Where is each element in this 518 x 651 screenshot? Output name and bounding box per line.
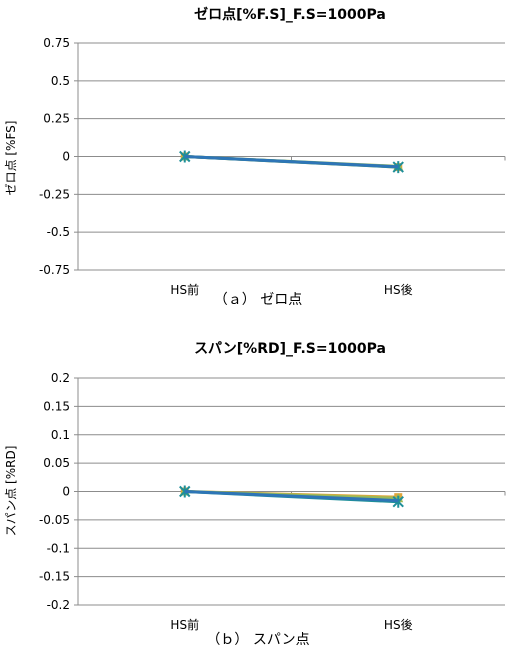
chart-caption: （ｂ） スパン点 bbox=[206, 632, 309, 648]
y-axis-label: ゼロ点 [%FS] bbox=[4, 121, 18, 196]
data-point bbox=[392, 161, 404, 174]
series bbox=[179, 150, 404, 174]
y-tick-labels: 0.2 0.15 0.1 0.05 0 -0.05 -0.1 -0.15 -0.2 bbox=[39, 371, 70, 612]
chart-span-point: スパン[%RD]_F.S=1000Pa スパン点 [%RD] （ｂ） スパン点 … bbox=[4, 341, 506, 648]
data-point bbox=[392, 495, 404, 508]
y-tick-label: 0.05 bbox=[43, 456, 70, 470]
y-tick-label: 0 bbox=[62, 150, 70, 164]
series-line bbox=[184, 155, 399, 169]
axes bbox=[74, 377, 506, 606]
y-tick-label: -0.25 bbox=[39, 187, 70, 201]
chart-title: ゼロ点[%F.S]_F.S=1000Pa bbox=[194, 6, 386, 23]
y-axis-label: スパン点 [%RD] bbox=[4, 446, 18, 537]
x-tick-labels: HS前 HS後 bbox=[170, 282, 412, 297]
y-tick-label: 0.2 bbox=[51, 371, 70, 385]
x-tick-labels: HS前 HS後 bbox=[170, 617, 412, 632]
y-tick-label: 0.25 bbox=[43, 112, 70, 126]
y-tick-label: 0.15 bbox=[43, 399, 70, 413]
series bbox=[179, 485, 404, 508]
y-tick-label: 0.5 bbox=[51, 74, 70, 88]
y-tick-label: -0.2 bbox=[47, 598, 70, 612]
y-tick-labels: 0.75 0.5 0.25 0 -0.25 -0.5 -0.75 bbox=[39, 36, 70, 277]
y-tick-label: 0.1 bbox=[51, 428, 70, 442]
y-tick-label: -0.1 bbox=[47, 541, 70, 555]
x-tick-label: HS前 bbox=[170, 282, 199, 297]
y-tick-label: -0.75 bbox=[39, 263, 70, 277]
chart-caption: （ａ） ゼロ点 bbox=[214, 292, 302, 308]
x-tick-label: HS後 bbox=[384, 618, 413, 632]
series-line bbox=[184, 490, 399, 503]
y-tick-label: -0.05 bbox=[39, 513, 70, 527]
x-tick-label: HS後 bbox=[384, 283, 413, 297]
y-tick-label: -0.15 bbox=[39, 570, 70, 584]
axes bbox=[74, 42, 506, 271]
x-tick-label: HS前 bbox=[170, 617, 199, 632]
y-tick-label: 0 bbox=[62, 485, 70, 499]
chart-zero-point: ゼロ点[%F.S]_F.S=1000Pa ゼロ点 [%FS] （ａ） ゼロ点 0… bbox=[4, 6, 506, 308]
y-tick-label: 0.75 bbox=[43, 36, 70, 50]
chart-title: スパン[%RD]_F.S=1000Pa bbox=[194, 341, 386, 357]
y-tick-label: -0.5 bbox=[47, 225, 70, 239]
